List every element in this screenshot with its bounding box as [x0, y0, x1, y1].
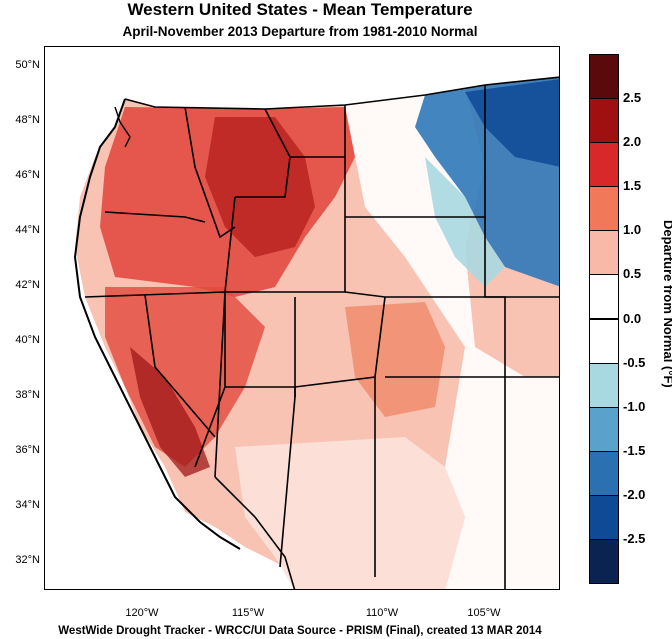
legend-tick-label: -1.5: [623, 442, 646, 458]
legend-tick-label: -0.5: [623, 354, 646, 370]
lat-label-32: 32°N: [15, 554, 40, 566]
lat-label-44: 44°N: [15, 224, 40, 236]
lat-label-36: 36°N: [15, 444, 40, 456]
lat-label-42: 42°N: [15, 279, 40, 291]
map-footer: WestWide Drought Tracker - WRCC/UI Data …: [58, 625, 542, 637]
neutral-southwest: [235, 437, 465, 589]
legend-title: Departure from Normal (°F): [661, 220, 672, 388]
legend-swatch: [589, 362, 619, 408]
lat-label-40: 40°N: [15, 334, 40, 346]
puget-sound: [114, 106, 131, 148]
pacific-coastline: [73, 98, 241, 550]
map-title: Western United States - Mean Temperature: [127, 0, 473, 19]
legend-swatch: [589, 230, 619, 276]
legend-tick-label: 2.5: [623, 90, 642, 106]
legend-tick-label: 0.0: [623, 310, 642, 326]
legend-tick-label: 1.5: [623, 178, 642, 194]
lat-label-34: 34°N: [15, 499, 40, 511]
lat-label-50: 50°N: [15, 59, 40, 71]
lon-label-110: 110°W: [365, 607, 399, 619]
legend-swatch: [589, 54, 619, 100]
temperature-map: [45, 47, 559, 589]
legend-swatch: [589, 186, 619, 232]
legend-swatch: [589, 98, 619, 144]
legend-swatch: [589, 450, 619, 496]
lon-label-105: 105°W: [467, 607, 501, 619]
legend-tick-label: -2.5: [623, 530, 646, 546]
legend-tick-label: 0.5: [623, 266, 642, 282]
legend-tick-label: 2.0: [623, 134, 642, 150]
lat-label-46: 46°N: [15, 169, 40, 181]
legend-swatch: [589, 142, 619, 188]
lon-label-120: 120°W: [125, 607, 159, 619]
legend-tick-label: 1.0: [623, 222, 642, 238]
state-borders: [84, 76, 559, 589]
legend-swatch: [589, 318, 619, 364]
lat-label-38: 38°N: [15, 389, 40, 401]
legend-tick-label: -2.0: [623, 486, 646, 502]
very-cool-northern-dakota: [465, 79, 559, 167]
warm-colorado: [345, 302, 445, 417]
very-warm-sierra: [130, 347, 210, 477]
lat-label-48: 48°N: [15, 114, 40, 126]
legend-swatch: [589, 406, 619, 452]
legend-swatch: [589, 274, 619, 320]
map-subtitle: April-November 2013 Departure from 1981-…: [122, 24, 478, 39]
legend-swatch: [589, 538, 619, 584]
map-panel: [44, 46, 560, 590]
legend-swatch: [589, 494, 619, 540]
legend-tick-label: -1.0: [623, 398, 646, 414]
lon-label-115: 115°W: [231, 607, 265, 619]
